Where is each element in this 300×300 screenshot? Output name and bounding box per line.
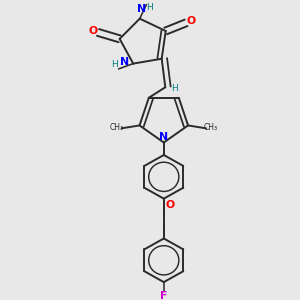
Text: H: H bbox=[171, 84, 178, 93]
Text: O: O bbox=[165, 200, 174, 210]
Text: O: O bbox=[187, 16, 196, 26]
Text: CH₃: CH₃ bbox=[204, 123, 218, 132]
Text: CH₃: CH₃ bbox=[110, 123, 124, 132]
Text: N: N bbox=[120, 57, 129, 67]
Text: N: N bbox=[159, 132, 168, 142]
Text: F: F bbox=[160, 291, 167, 300]
Text: O: O bbox=[89, 26, 98, 36]
Text: N: N bbox=[137, 4, 146, 14]
Text: H: H bbox=[147, 3, 153, 12]
Text: H: H bbox=[112, 60, 118, 69]
